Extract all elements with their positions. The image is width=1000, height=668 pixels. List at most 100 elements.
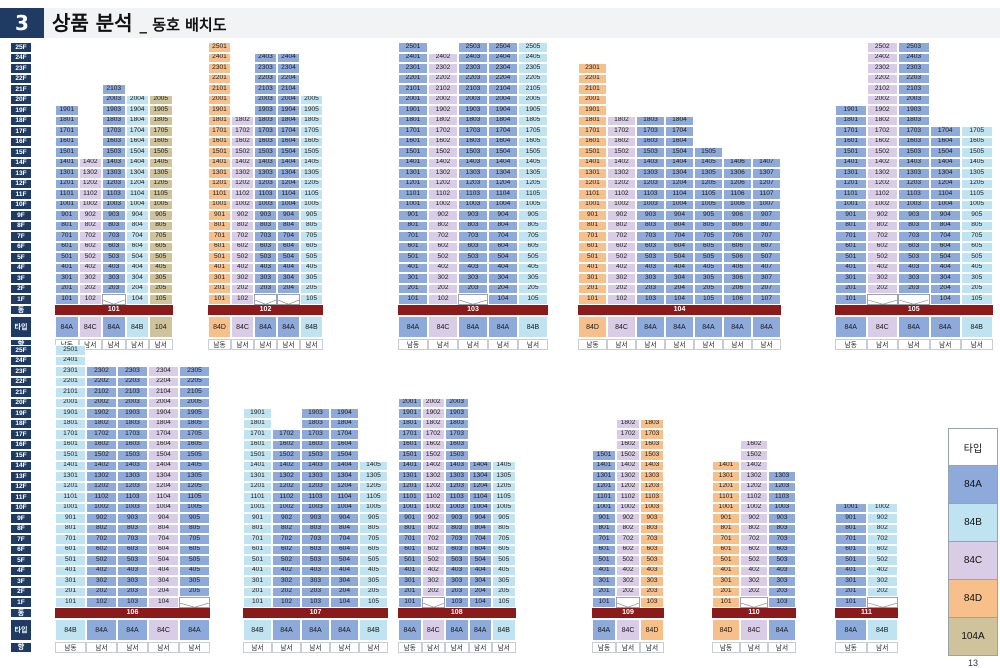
unit-cell[interactable]: 1203: [117, 481, 148, 492]
unit-cell[interactable]: 1301: [712, 471, 740, 482]
unit-cell[interactable]: 1204: [929, 178, 961, 189]
unit-cell[interactable]: 101: [55, 294, 79, 305]
unit-cell[interactable]: 1401: [712, 460, 740, 471]
unit-cell[interactable]: 603: [102, 241, 126, 252]
unit-cell[interactable]: 403: [102, 262, 126, 273]
unit-cell[interactable]: 1401: [55, 157, 79, 168]
unit-cell[interactable]: 601: [398, 241, 428, 252]
unit-cell[interactable]: 703: [117, 534, 148, 545]
unit-cell[interactable]: 301: [398, 273, 428, 284]
unit-cell[interactable]: 102: [78, 294, 102, 305]
unit-cell[interactable]: 1102: [421, 492, 445, 503]
unit-cell[interactable]: 1103: [640, 492, 664, 503]
unit-cell[interactable]: 101: [55, 597, 86, 608]
unit-cell[interactable]: 302: [607, 273, 636, 284]
unit-cell[interactable]: 802: [740, 523, 768, 534]
unit-cell[interactable]: 807: [752, 220, 781, 231]
unit-cell[interactable]: 1902: [428, 105, 458, 116]
unit-cell[interactable]: 1804: [148, 418, 179, 429]
unit-cell[interactable]: 1603: [117, 439, 148, 450]
unit-cell[interactable]: 902: [78, 210, 102, 221]
unit-cell[interactable]: 1403: [458, 157, 488, 168]
unit-cell[interactable]: 204: [330, 586, 359, 597]
unit-cell[interactable]: 401: [55, 565, 86, 576]
unit-cell[interactable]: 1102: [272, 492, 301, 503]
unit-cell[interactable]: 505: [518, 252, 548, 263]
unit-cell[interactable]: 1201: [578, 178, 607, 189]
unit-cell[interactable]: 1201: [55, 481, 86, 492]
unit-cell[interactable]: 2104: [488, 84, 518, 95]
unit-cell[interactable]: 1103: [768, 492, 796, 503]
unit-cell[interactable]: 404: [148, 565, 179, 576]
unit-cell[interactable]: 1904: [488, 105, 518, 116]
unit-cell[interactable]: 2201: [55, 376, 86, 387]
unit-cell[interactable]: 1104: [330, 492, 359, 503]
unit-cell[interactable]: 1105: [694, 189, 723, 200]
unit-cell[interactable]: 1101: [592, 492, 616, 503]
unit-cell[interactable]: 401: [243, 565, 272, 576]
unit-cell[interactable]: 1101: [398, 189, 428, 200]
unit-cell[interactable]: 1902: [421, 408, 445, 419]
unit-cell[interactable]: 1801: [398, 418, 422, 429]
unit-cell[interactable]: 105: [149, 294, 173, 305]
unit-cell[interactable]: 1201: [55, 178, 79, 189]
unit-cell[interactable]: 1105: [359, 492, 388, 503]
unit-cell[interactable]: 603: [898, 241, 930, 252]
unit-cell[interactable]: 403: [768, 565, 796, 576]
unit-cell[interactable]: 1805: [179, 418, 210, 429]
unit-cell[interactable]: 1802: [607, 115, 636, 126]
unit-cell[interactable]: 1601: [398, 439, 422, 450]
unit-cell[interactable]: 207: [752, 283, 781, 294]
unit-cell[interactable]: 1702: [616, 429, 640, 440]
unit-cell[interactable]: 302: [428, 273, 458, 284]
unit-cell[interactable]: 702: [428, 231, 458, 242]
unit-cell[interactable]: 1005: [694, 199, 723, 210]
unit-cell[interactable]: 1604: [148, 439, 179, 450]
unit-cell[interactable]: 1007: [752, 199, 781, 210]
unit-cell[interactable]: 302: [740, 576, 768, 587]
unit-cell[interactable]: 1504: [125, 147, 149, 158]
unit-cell[interactable]: 705: [694, 231, 723, 242]
unit-cell[interactable]: 1003: [445, 502, 469, 513]
unit-cell[interactable]: 1602: [231, 136, 254, 147]
unit-cell[interactable]: 1301: [592, 471, 616, 482]
unit-cell[interactable]: 1303: [301, 471, 330, 482]
unit-cell[interactable]: 1601: [835, 136, 867, 147]
unit-cell[interactable]: 1102: [231, 189, 254, 200]
unit-cell[interactable]: 602: [428, 241, 458, 252]
unit-cell[interactable]: 1402: [616, 460, 640, 471]
unit-cell[interactable]: 403: [898, 262, 930, 273]
unit-cell[interactable]: 1503: [254, 147, 277, 158]
unit-cell[interactable]: 1901: [208, 105, 231, 116]
unit-cell[interactable]: 601: [592, 544, 616, 555]
unit-cell[interactable]: 805: [179, 523, 210, 534]
unit-cell[interactable]: 904: [488, 210, 518, 221]
unit-cell[interactable]: 1404: [125, 157, 149, 168]
unit-cell[interactable]: 1502: [428, 147, 458, 158]
unit-cell[interactable]: 1704: [330, 429, 359, 440]
unit-cell[interactable]: 1202: [272, 481, 301, 492]
unit-cell[interactable]: 501: [208, 252, 231, 263]
unit-cell[interactable]: 801: [835, 523, 867, 534]
unit-cell[interactable]: 502: [421, 555, 445, 566]
unit-cell[interactable]: 1501: [398, 450, 422, 461]
unit-cell[interactable]: 1002: [86, 502, 117, 513]
unit-cell[interactable]: 404: [468, 565, 492, 576]
unit-cell[interactable]: 303: [768, 576, 796, 587]
unit-cell[interactable]: 1002: [272, 502, 301, 513]
unit-cell[interactable]: 503: [768, 555, 796, 566]
unit-cell[interactable]: 305: [492, 576, 516, 587]
unit-cell[interactable]: 1202: [78, 178, 102, 189]
unit-cell[interactable]: 601: [712, 544, 740, 555]
unit-cell[interactable]: 2403: [458, 52, 488, 63]
unit-cell[interactable]: 1605: [961, 136, 993, 147]
unit-cell[interactable]: 101: [835, 597, 867, 608]
unit-cell[interactable]: 2302: [86, 366, 117, 377]
unit-cell[interactable]: 1503: [445, 450, 469, 461]
unit-cell[interactable]: 1703: [458, 126, 488, 137]
unit-cell[interactable]: 504: [665, 252, 694, 263]
unit-cell[interactable]: 1401: [592, 460, 616, 471]
unit-cell[interactable]: 502: [428, 252, 458, 263]
unit-cell[interactable]: 501: [243, 555, 272, 566]
unit-cell[interactable]: 702: [86, 534, 117, 545]
